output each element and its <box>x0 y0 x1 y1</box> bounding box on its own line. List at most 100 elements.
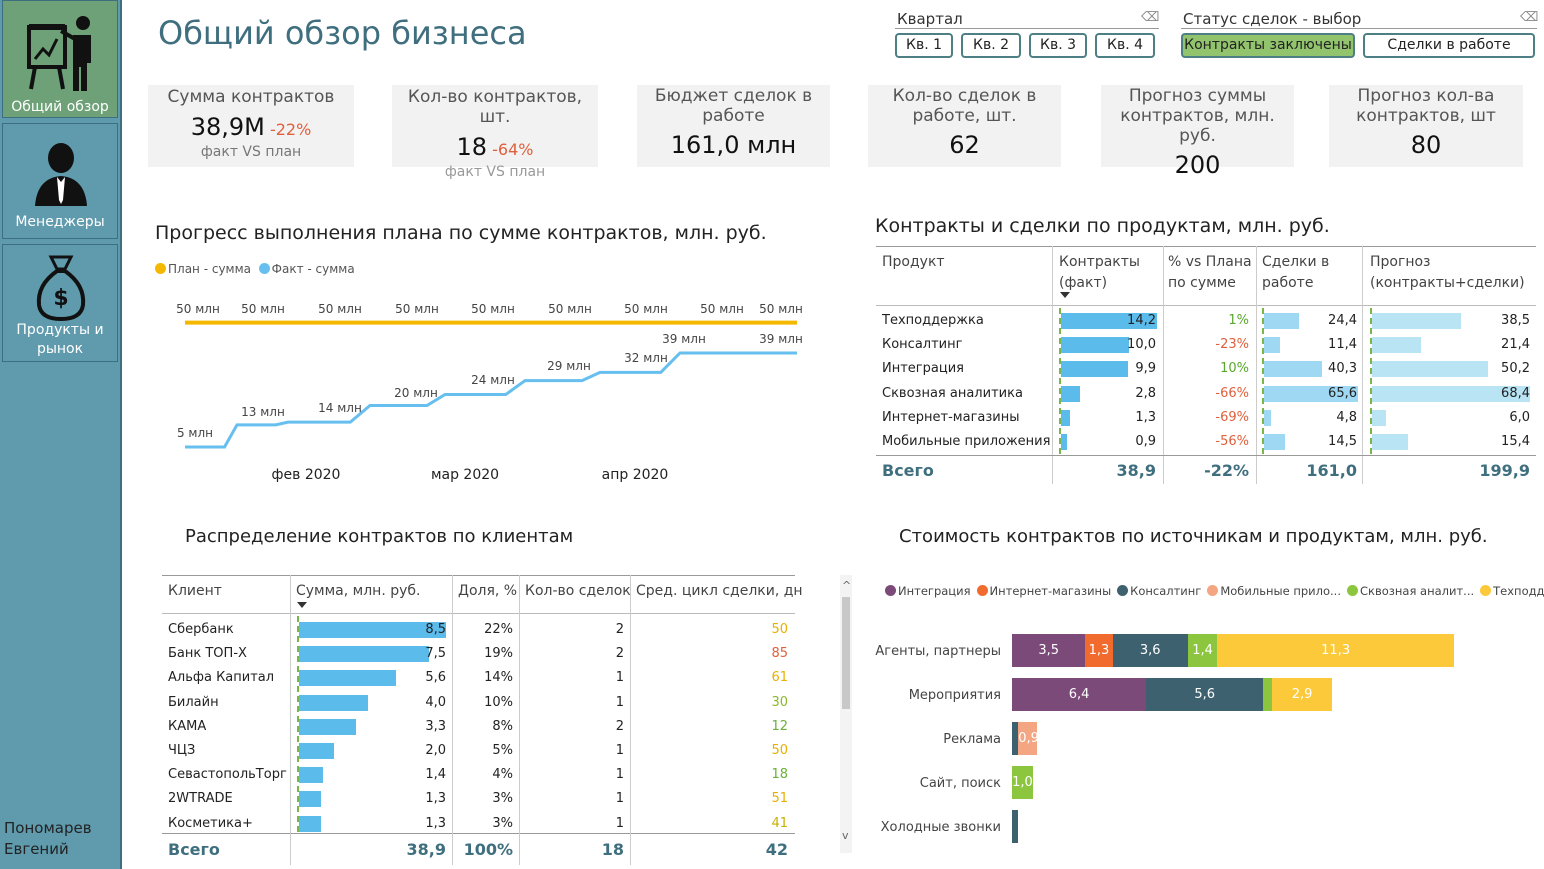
legend-label: Интеграция <box>898 584 971 598</box>
sum-value: 4,0 <box>425 694 446 710</box>
divider <box>162 575 795 576</box>
sum-bar <box>299 718 357 735</box>
kpi-subtitle: факт VS план <box>200 144 302 160</box>
divider <box>290 575 291 865</box>
total-sum: 38,9 <box>406 840 446 859</box>
deal-count: 2 <box>615 622 624 637</box>
quarter-button-1[interactable]: Кв. 1 <box>895 33 953 58</box>
product-name: Сквозная аналитика <box>882 385 1023 401</box>
presentation-icon <box>27 16 91 91</box>
quarter-button-2[interactable]: Кв. 2 <box>961 33 1021 58</box>
client-name: ЧЦЗ <box>168 743 196 758</box>
fact-data-label: 39 млн <box>662 332 706 346</box>
contracts-value: 9,9 <box>1135 361 1156 377</box>
kpi-subtitle: факт VS план <box>444 164 546 180</box>
fact-data-label: 29 млн <box>547 359 591 373</box>
nav-item-managers[interactable]: Менеджеры <box>2 123 118 239</box>
nav-item-overview[interactable]: Общий обзор <box>2 0 118 118</box>
sum-value: 8,5 <box>425 622 446 637</box>
nav-label: Общий обзор <box>11 99 109 115</box>
share-value: 3% <box>492 791 513 807</box>
legend-dot <box>1480 585 1492 596</box>
plan-data-label: 50 млн <box>548 302 592 316</box>
share-value: 14% <box>484 670 513 686</box>
kpi-change: -64% <box>492 140 534 159</box>
kpi-card-contract-sum: Сумма контрактов 38,9М -22% факт VS план <box>148 85 354 167</box>
scrollbar-thumb[interactable] <box>842 597 850 709</box>
category-label: Агенты, партнеры <box>875 644 1001 659</box>
user-second-line: Евгений <box>4 840 69 858</box>
deal-cycle: 12 <box>771 718 788 734</box>
kpi-value: 80 <box>1410 131 1442 159</box>
contracts-bar <box>1061 385 1080 402</box>
kpi-value: 200 <box>1174 151 1221 179</box>
deals-bar <box>1264 361 1322 378</box>
kpi-card-deal-count: Кол-во сделок в работе, шт. 62 <box>868 85 1061 167</box>
legend-dot <box>1207 585 1219 596</box>
pct-vs-plan: -56% <box>1215 434 1249 449</box>
bar-segment: 1,4 <box>1187 634 1218 667</box>
client-name: Косметика+ <box>168 815 253 831</box>
legend-dot-fact <box>258 263 270 274</box>
deal-cycle: 30 <box>771 694 788 710</box>
legend-label: Техподдержка <box>1493 584 1544 598</box>
share-value: 3% <box>492 815 513 831</box>
status-button-contracts[interactable]: Контракты заключены <box>1181 33 1355 58</box>
legend-label: Сквозная аналит... <box>1359 584 1475 598</box>
x-tick-label: апр 2020 <box>602 467 669 483</box>
forecast-value: 38,5 <box>1501 313 1530 328</box>
scroll-down-icon[interactable]: v <box>842 829 849 842</box>
plan-data-label: 50 млн <box>318 302 362 316</box>
scroll-up-icon[interactable]: ^ <box>842 579 852 592</box>
fact-data-label: 13 млн <box>241 405 285 419</box>
total-cycle: 42 <box>765 840 788 859</box>
product-name: Интернет-магазины <box>882 409 1020 425</box>
clients-table-title: Распределение контрактов по клиентам <box>185 526 574 547</box>
category-label: Холодные звонки <box>880 820 1001 835</box>
divider <box>452 575 453 865</box>
contracts-value: 0,9 <box>1135 434 1156 449</box>
column-header: Доля, % <box>458 583 518 599</box>
sum-bar <box>299 743 334 759</box>
sort-icon[interactable] <box>297 602 307 608</box>
divider <box>162 833 795 834</box>
quarter-button-3[interactable]: Кв. 3 <box>1029 33 1087 58</box>
deal-cycle: 50 <box>771 622 788 637</box>
legend-dot-plan <box>155 263 166 274</box>
divider <box>519 575 520 865</box>
plan-data-label: 50 млн <box>395 302 439 316</box>
divider <box>1362 246 1363 484</box>
quarter-button-4[interactable]: Кв. 4 <box>1095 33 1155 58</box>
kpi-title: Кол-во контрактов, шт. <box>407 87 583 127</box>
x-tick-label: мар 2020 <box>431 467 499 483</box>
forecast-value: 21,4 <box>1501 337 1530 353</box>
deals-value: 4,8 <box>1336 409 1357 425</box>
sort-icon[interactable] <box>1060 292 1070 298</box>
kpi-value: 62 <box>949 131 980 159</box>
share-value: 5% <box>492 743 513 758</box>
clients-scrollbar[interactable]: ^ v <box>840 575 852 853</box>
deal-count: 1 <box>615 767 624 783</box>
clear-filter-icon[interactable]: ⌫ <box>1520 10 1539 25</box>
svg-text:$: $ <box>53 286 68 311</box>
kpi-card-contract-count: Кол-во контрактов, шт. 18 -64% факт VS п… <box>392 85 598 180</box>
share-value: 19% <box>484 646 513 662</box>
forecast-value: 15,4 <box>1501 434 1530 449</box>
bar-segment: 3,5 <box>1012 634 1086 667</box>
nav-item-products[interactable]: $ Продукты и рынок <box>2 244 118 362</box>
deals-value: 14,5 <box>1328 434 1357 449</box>
manager-icon <box>35 143 87 206</box>
kpi-card-forecast-sum: Прогноз суммы контрактов, млн. руб. 200 <box>1101 85 1294 179</box>
legend-label-fact: Факт - сумма <box>271 262 355 276</box>
bar-segment <box>1012 722 1019 755</box>
status-button-deals[interactable]: Сделки в работе <box>1363 33 1535 58</box>
clear-filter-icon[interactable]: ⌫ <box>1141 10 1160 25</box>
sum-value: 1,4 <box>425 767 446 783</box>
column-header: Продукт <box>882 254 945 270</box>
product-name: Техподдержка <box>882 313 984 328</box>
sum-bar <box>299 622 446 638</box>
share-value: 4% <box>492 767 513 783</box>
forecast-bar <box>1372 385 1530 402</box>
total-count: 18 <box>601 840 624 859</box>
legend-dot <box>976 585 988 596</box>
